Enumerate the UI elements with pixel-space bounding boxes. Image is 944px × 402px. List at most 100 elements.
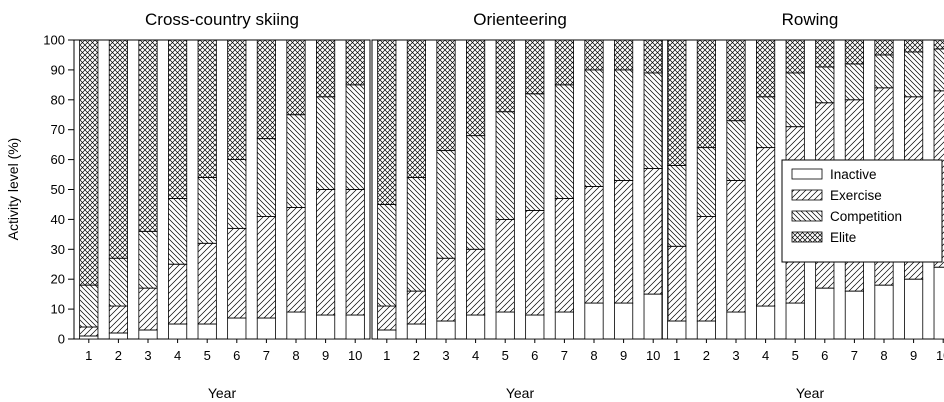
y-tick-label: 60 <box>51 152 65 167</box>
bar-segment-inactive <box>79 335 99 340</box>
legend-label: Exercise <box>830 188 882 203</box>
bar-segment-exercise <box>436 257 456 322</box>
bar-segment-competition <box>904 51 924 98</box>
legend-swatch-exercise <box>791 189 823 201</box>
bar-segment-exercise <box>108 305 128 334</box>
legend-swatch-elite <box>791 231 823 243</box>
bar-segment-elite <box>904 39 924 53</box>
bar-segment-elite <box>614 39 634 71</box>
panel-title: Orienteering <box>473 10 567 29</box>
bar-segment-exercise <box>197 242 217 325</box>
y-tick-label: 0 <box>58 332 65 347</box>
bar-segment-elite <box>667 39 687 166</box>
bar-segment-exercise <box>495 218 515 313</box>
bar-segment-elite <box>525 39 545 95</box>
bar-segment-exercise <box>726 180 746 313</box>
y-tick-label: 40 <box>51 212 65 227</box>
bar-segment-inactive <box>406 323 426 340</box>
bar-segment-competition <box>667 165 687 247</box>
bar-segment-inactive <box>466 314 486 340</box>
bar-segment-exercise <box>138 287 158 331</box>
y-tick-label: 10 <box>51 302 65 317</box>
x-tick-label: 6 <box>233 348 240 363</box>
bar-segment-competition <box>756 96 776 149</box>
bar-segment-inactive <box>345 314 365 340</box>
x-tick-label: 3 <box>732 348 739 363</box>
bar-segment-inactive <box>197 323 217 340</box>
y-axis-ticks: 0 10 20 30 40 50 60 70 80 90 100 <box>43 33 74 347</box>
bar-segment-elite <box>377 39 397 205</box>
bar-segment-elite <box>844 39 864 65</box>
bar-segment-competition <box>874 54 894 89</box>
bar-segment-elite <box>726 39 746 122</box>
bar-segment-inactive <box>377 329 397 340</box>
bar-segment-elite <box>227 39 247 160</box>
bar-segment-competition <box>933 48 944 92</box>
bar-segment-competition <box>436 150 456 259</box>
bar-segment-elite <box>345 39 365 86</box>
bar-segment-exercise <box>614 180 634 304</box>
bar-segment-competition <box>286 114 306 208</box>
bar-segment-competition <box>844 63 864 101</box>
x-tick-label: 5 <box>502 348 509 363</box>
bar-segment-exercise <box>227 227 247 319</box>
bar-segment-elite <box>815 39 835 68</box>
x-tick-label: 7 <box>561 348 568 363</box>
bar-segment-elite <box>785 39 805 74</box>
x-tick-label: 4 <box>762 348 769 363</box>
bar-segment-inactive <box>785 302 805 340</box>
bar-segment-elite <box>436 39 456 152</box>
legend-label: Inactive <box>830 167 877 182</box>
x-tick-label: 5 <box>792 348 799 363</box>
x-tick-label: 4 <box>472 348 479 363</box>
bar-segment-exercise <box>667 245 687 322</box>
bar-segment-inactive <box>844 290 864 340</box>
bar-segment-inactive <box>138 329 158 340</box>
bar-segment-competition <box>726 120 746 181</box>
bar-segment-inactive <box>108 332 128 340</box>
bar-segment-elite <box>197 39 217 178</box>
bar-segment-inactive <box>286 311 306 340</box>
bar-segment-elite <box>584 39 604 71</box>
bar-segment-exercise <box>406 290 426 325</box>
bar-segment-competition <box>345 84 365 190</box>
x-tick-label: 6 <box>531 348 538 363</box>
bar-segment-competition <box>108 257 128 307</box>
bar-segment-elite <box>316 39 336 98</box>
bar-segment-competition <box>554 84 574 199</box>
legend-label: Elite <box>830 230 856 245</box>
panel-2: Orienteering 1 2 3 4 5 6 7 8 9 10 Year <box>371 10 669 401</box>
bar-segment-inactive <box>436 320 456 340</box>
bar-segment-inactive <box>933 266 944 340</box>
x-tick-label: 9 <box>910 348 917 363</box>
bar-segment-exercise <box>316 189 336 316</box>
legend-swatch-inactive <box>791 168 823 180</box>
x-tick-label: 9 <box>322 348 329 363</box>
y-axis-label: Activity level (%) <box>5 138 21 241</box>
bar-segment-inactive <box>643 293 663 340</box>
bar-segment-inactive <box>495 311 515 340</box>
x-axis-label: Year <box>506 385 535 401</box>
bar-segment-elite <box>256 39 276 140</box>
bar-segment-inactive <box>815 287 835 340</box>
x-tick-label: 7 <box>851 348 858 363</box>
bar-segment-competition <box>525 93 545 211</box>
bar-segment-elite <box>643 39 663 74</box>
x-tick-label: 2 <box>413 348 420 363</box>
panel-frame <box>73 39 371 340</box>
bar-segment-exercise <box>584 186 604 304</box>
bar-segment-competition <box>406 177 426 292</box>
x-axis-label: Year <box>208 385 237 401</box>
x-tick-label: 8 <box>590 348 597 363</box>
legend-label: Competition <box>830 209 902 224</box>
legend-swatch-competition <box>791 210 823 222</box>
bar-segment-competition <box>377 204 397 307</box>
bar-segment-exercise <box>256 216 276 319</box>
bar-segment-inactive <box>584 302 604 340</box>
bar-segment-inactive <box>256 317 276 340</box>
x-tick-label: 6 <box>821 348 828 363</box>
bar-segment-elite <box>168 39 188 199</box>
panel-title: Rowing <box>782 10 839 29</box>
